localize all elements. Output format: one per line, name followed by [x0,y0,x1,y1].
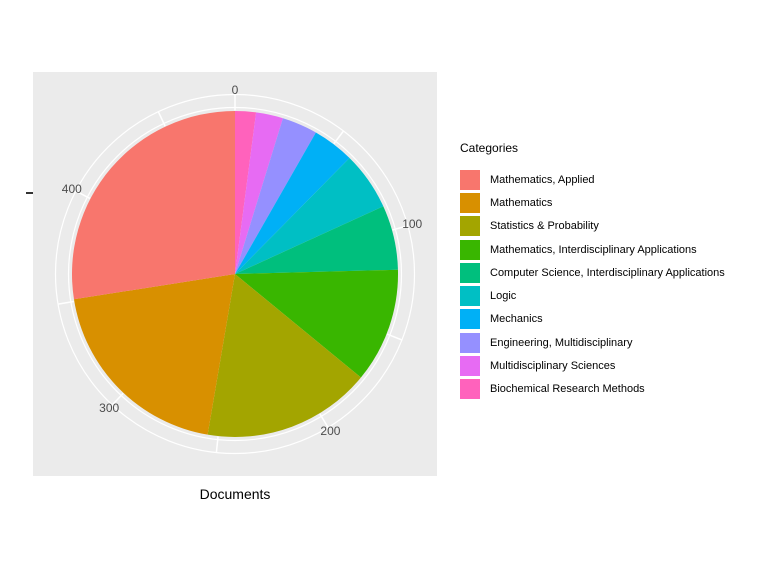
panel-grid-radial-200 [319,413,329,428]
legend-label: Biochemical Research Methods [490,383,645,396]
legend-title: Categories [460,141,519,155]
legend-item-9: Biochemical Research Methods [460,378,725,401]
y-axis-tick-mark [26,192,33,194]
legend-label: Engineering, Multidisciplinary [490,336,633,349]
legend-item-3: Mathematics, Interdisciplinary Applicati… [460,238,725,261]
legend-item-1: Mathematics [460,191,725,214]
legend-item-7: Engineering, Multidisciplinary [460,331,725,354]
legend-item-0: Mathematics, Applied [460,168,725,191]
pie-slice-6: Mechanics [235,132,350,274]
legend: Categories Mathematics, Applied Mathemati… [460,141,725,401]
axis-tick-label-200: 200 [320,424,341,439]
pie-slice-9: Biochemical Research Methods [235,111,257,274]
pie-slice-0: Mathematics, Applied [71,111,235,300]
legend-key-swatch [460,239,480,260]
pie-chart: Biochemical Research MethodsMultidiscipl… [54,93,416,455]
legend-items: Mathematics, Applied Mathematics Statistic… [460,168,725,401]
legend-key-swatch [460,309,480,330]
legend-key-swatch [460,169,480,190]
legend-label: Mechanics [490,313,543,326]
panel-grid-radial-350 [57,300,74,305]
axis-tick-label-100: 100 [402,217,423,232]
legend-label: Mathematics, Interdisciplinary Applicati… [490,243,697,256]
axis-tick-label-0: 0 [231,83,239,97]
legend-label: Logic [490,290,517,303]
legend-key-swatch [460,332,480,353]
pie-slice-3: Mathematics, Interdisciplinary Applicati… [235,269,399,378]
legend-key-swatch [460,379,480,400]
panel-grid-radial-150 [386,333,403,341]
pie-slice-8: Multidisciplinary Sciences [235,112,283,274]
plot-panel: Biochemical Research MethodsMultidiscipl… [33,72,437,476]
legend-item-8: Multidisciplinary Sciences [460,354,725,377]
x-axis-title: Documents [199,486,271,502]
legend-item-4: Computer Science, Interdisciplinary Appl… [460,261,725,284]
panel-grid-radial-450 [157,111,166,127]
pie-slice-1: Mathematics [73,274,235,435]
panel-grid-radial-250 [215,436,219,453]
legend-label: Multidisciplinary Sciences [490,360,616,373]
pie-slice-4: Computer Science, Interdisciplinary Appl… [235,206,398,274]
legend-key-swatch [460,216,480,237]
panel-grid-radial-400 [75,190,91,200]
panel-grid-radial-300 [111,392,124,406]
legend-label: Computer Science, Interdisciplinary Appl… [490,266,725,279]
panel-grid-radial-50 [333,130,345,145]
legend-label: Mathematics [490,196,553,209]
legend-key-swatch [460,356,480,377]
axis-tick-label-300: 300 [99,401,120,416]
legend-label: Statistics & Probability [490,220,599,233]
pie-slice-7: Engineering, Multidisciplinary [235,118,316,275]
legend-label: Mathematics, Applied [490,173,595,186]
pie-slice-2: Statistics & Probability [207,274,361,437]
pie-slice-5: Logic [235,158,384,274]
legend-item-2: Statistics & Probability [460,215,725,238]
legend-key-swatch [460,262,480,283]
legend-key-swatch [460,286,480,307]
legend-item-6: Mechanics [460,308,725,331]
legend-key-swatch [460,192,480,213]
legend-item-5: Logic [460,284,725,307]
axis-tick-label-400: 400 [61,181,82,196]
panel-grid-radial-100 [392,224,409,231]
